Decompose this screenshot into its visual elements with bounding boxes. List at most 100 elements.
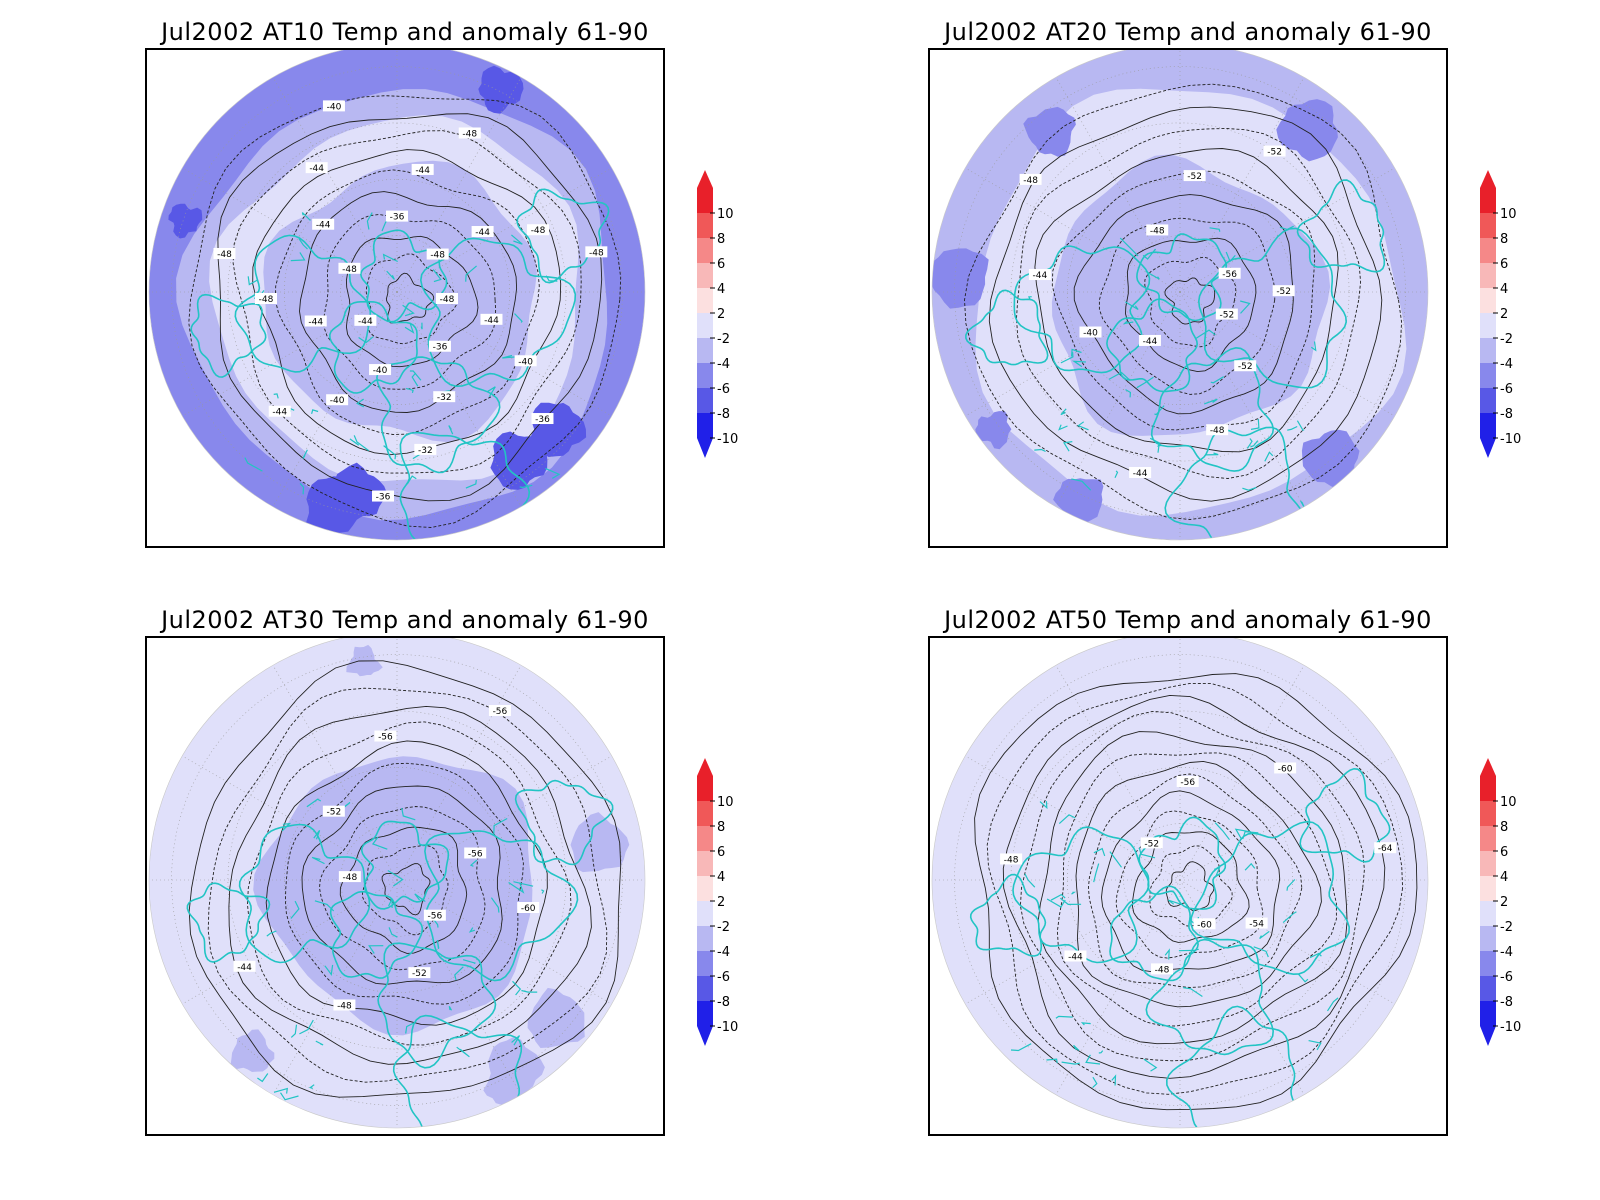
meridian-line [1179,665,1305,881]
contour-label-bg [411,163,434,175]
colorbar-tick-label: -4 [1500,357,1513,372]
country-border [1039,801,1048,810]
country-border [513,881,534,887]
contour-label: -52 [412,969,427,979]
colorbar-swatch [697,951,713,976]
contour-label: -56 [493,707,508,717]
contour-label-bg [428,340,451,352]
country-border [1209,227,1221,232]
temperature-contour [228,705,592,1065]
meridian-line [1179,291,1305,507]
country-border [1234,828,1251,840]
country-border [1296,420,1305,431]
meridian-line [965,879,1181,1005]
contour-label-bg [322,805,345,817]
country-border [315,1040,324,1046]
colorbar-swatch [697,413,713,438]
meridian-line [272,665,398,881]
contour-label-bg [517,902,540,914]
temperature-contour [1164,277,1216,325]
colorbar-tick-label: -6 [717,382,730,397]
meridian-line [272,879,398,1095]
temperature-contour [361,845,449,936]
country-border [1246,438,1253,449]
contour-label: -44 [309,164,324,174]
meridian-line [272,77,398,293]
colorbar-tick-label: -6 [1500,970,1513,985]
contour-label: -52 [1187,172,1202,182]
colorbar-tick-label: 4 [717,870,725,885]
contour-label: -48 [337,1001,352,1011]
contour-label-bg [414,443,437,455]
latitude-line [171,654,623,1106]
country-border [1060,352,1074,364]
meridian-line [1179,291,1395,417]
latitude-line [954,66,1406,518]
coastline [1299,767,1391,863]
meridian-line [1055,879,1181,1095]
country-border [1183,987,1203,997]
country-border [1058,814,1076,825]
country-border [387,869,404,887]
country-border [1046,1058,1058,1064]
anomaly-patch [168,203,203,239]
country-border [314,900,335,912]
contour-label-bg [385,210,408,222]
contour-label-bg [372,490,395,502]
coastline [1197,227,1348,389]
meridian-line [396,665,522,881]
map-content: -60 -48 -44 -48 -52 -56 -60 -64 -54 [932,638,1428,1128]
country-border [290,252,306,262]
map-edge [931,638,1429,1129]
contour-label: -44 [1133,469,1148,479]
colorbar-tick-label: -4 [717,357,730,372]
contour-label-bg [354,314,377,326]
country-border [1122,320,1134,325]
colorbar-swatch [697,776,713,801]
contour-label: -56 [1222,270,1237,280]
anomaly-patch [954,799,1005,849]
colorbar-swatch [697,238,713,263]
colorbar-tick-label: -8 [1500,407,1513,422]
country-border [508,882,525,894]
country-border [1225,251,1236,263]
contour-label: -44 [484,316,499,326]
country-border [366,212,373,230]
country-border [1027,296,1032,300]
country-border [1071,360,1086,368]
colorbar-tick-label: -6 [717,970,730,985]
map-edge [148,50,646,541]
temperature-contour [232,130,582,474]
colorbar-swatch [1480,238,1496,263]
contour-label-bg [1138,334,1161,346]
country-border [301,212,311,221]
contour-label: -44 [237,963,252,973]
contour-label-bg [1019,173,1042,185]
coastline [376,356,501,474]
country-border [512,980,522,996]
country-border [405,387,414,394]
colorbar-swatch [1480,288,1496,313]
country-border [1250,440,1259,448]
contour-label-bg [1140,837,1163,849]
country-border [1203,398,1218,405]
colorbar-tick-label: -4 [1500,945,1513,960]
contour-label: -44 [1033,271,1048,281]
contour-label: -44 [358,317,373,327]
colorbar: 10 8 6 4 2 -2 -4 -6 -8 -10 [1476,756,1556,1046]
contour-label: -52 [1267,148,1282,158]
meridian-line [396,77,522,293]
contour-label-bg [426,248,449,260]
temperature-contour [274,169,540,435]
anomaly-patch [1053,478,1104,528]
contour-label: -60 [521,904,536,914]
contour-label: -48 [342,265,357,275]
meridian-line [1055,665,1181,881]
country-border [1077,421,1089,431]
panel-at50: Jul2002 AT50 Temp and anomaly 61-90 -60-… [928,606,1600,1166]
anomaly-patch [230,1029,275,1072]
colorbar-swatch [697,801,713,826]
country-border [1310,341,1317,352]
country-border [493,817,508,835]
country-border [1149,437,1160,453]
